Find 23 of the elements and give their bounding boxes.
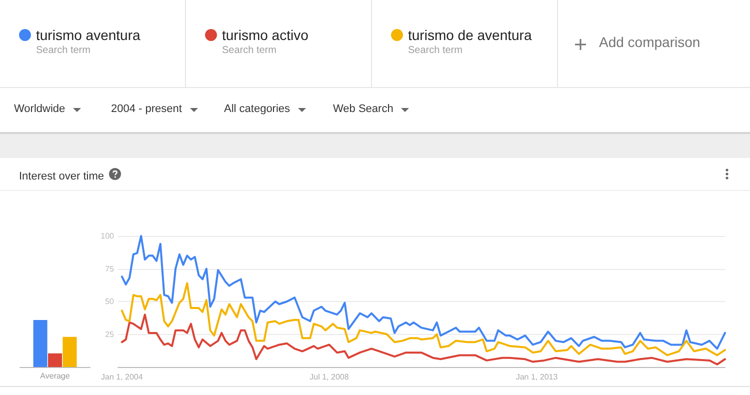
text: All categories — [224, 103, 290, 115]
legend-label: turismo de aventura — [408, 27, 532, 43]
y-tick-label: 50 — [105, 297, 115, 306]
text: Add comparison — [599, 34, 700, 50]
y-tick-label: 100 — [100, 232, 115, 240]
y-tick-label: 25 — [105, 330, 115, 339]
text: Search term — [408, 45, 462, 56]
text: Search term — [222, 45, 276, 56]
chart-title: Interest over time — [19, 170, 104, 182]
legend-label: turismo aventura — [36, 27, 140, 43]
x-tick-label: Jul 1, 2008 — [310, 372, 350, 382]
x-tick-label: Jan 1, 2004 — [101, 372, 144, 382]
text: 2004 - present — [111, 103, 182, 115]
x-tick-label: Jan 1, 2013 — [516, 372, 558, 382]
line-series — [120, 282, 726, 356]
text: Web Search — [333, 103, 394, 115]
text: Search term — [36, 45, 90, 56]
line-series — [120, 235, 726, 350]
legend-label: turismo activo — [222, 27, 309, 43]
y-tick-label: 75 — [105, 264, 115, 274]
text: Worldwide — [14, 103, 66, 115]
x-tick-label: Average — [40, 372, 70, 380]
line-series — [120, 314, 726, 366]
